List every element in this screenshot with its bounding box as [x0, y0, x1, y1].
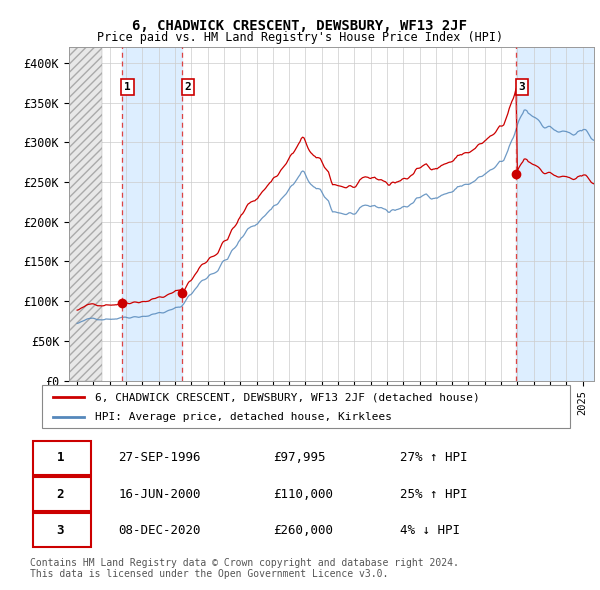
Text: 6, CHADWICK CRESCENT, DEWSBURY, WF13 2JF (detached house): 6, CHADWICK CRESCENT, DEWSBURY, WF13 2JF…	[95, 392, 479, 402]
Text: 3: 3	[518, 82, 526, 92]
Text: 1: 1	[124, 82, 131, 92]
Text: 3: 3	[56, 524, 64, 537]
Text: Price paid vs. HM Land Registry's House Price Index (HPI): Price paid vs. HM Land Registry's House …	[97, 31, 503, 44]
Text: 6, CHADWICK CRESCENT, DEWSBURY, WF13 2JF: 6, CHADWICK CRESCENT, DEWSBURY, WF13 2JF	[133, 19, 467, 33]
Text: 1: 1	[56, 451, 64, 464]
FancyBboxPatch shape	[33, 441, 91, 475]
Text: 27% ↑ HPI: 27% ↑ HPI	[400, 451, 467, 464]
Bar	[69, 47, 101, 381]
Text: 2: 2	[56, 487, 64, 501]
Text: 2: 2	[185, 82, 191, 92]
Text: 27-SEP-1996: 27-SEP-1996	[118, 451, 201, 464]
Text: 25% ↑ HPI: 25% ↑ HPI	[400, 487, 467, 501]
Bar	[516, 47, 594, 381]
Text: £110,000: £110,000	[273, 487, 333, 501]
Text: £97,995: £97,995	[273, 451, 325, 464]
Bar	[122, 47, 182, 381]
Text: HPI: Average price, detached house, Kirklees: HPI: Average price, detached house, Kirk…	[95, 412, 392, 422]
Text: Contains HM Land Registry data © Crown copyright and database right 2024.
This d: Contains HM Land Registry data © Crown c…	[30, 558, 459, 579]
FancyBboxPatch shape	[33, 477, 91, 511]
Text: £260,000: £260,000	[273, 524, 333, 537]
Text: 16-JUN-2000: 16-JUN-2000	[118, 487, 201, 501]
Text: 4% ↓ HPI: 4% ↓ HPI	[400, 524, 460, 537]
Text: 08-DEC-2020: 08-DEC-2020	[118, 524, 201, 537]
FancyBboxPatch shape	[42, 385, 570, 428]
FancyBboxPatch shape	[33, 513, 91, 548]
